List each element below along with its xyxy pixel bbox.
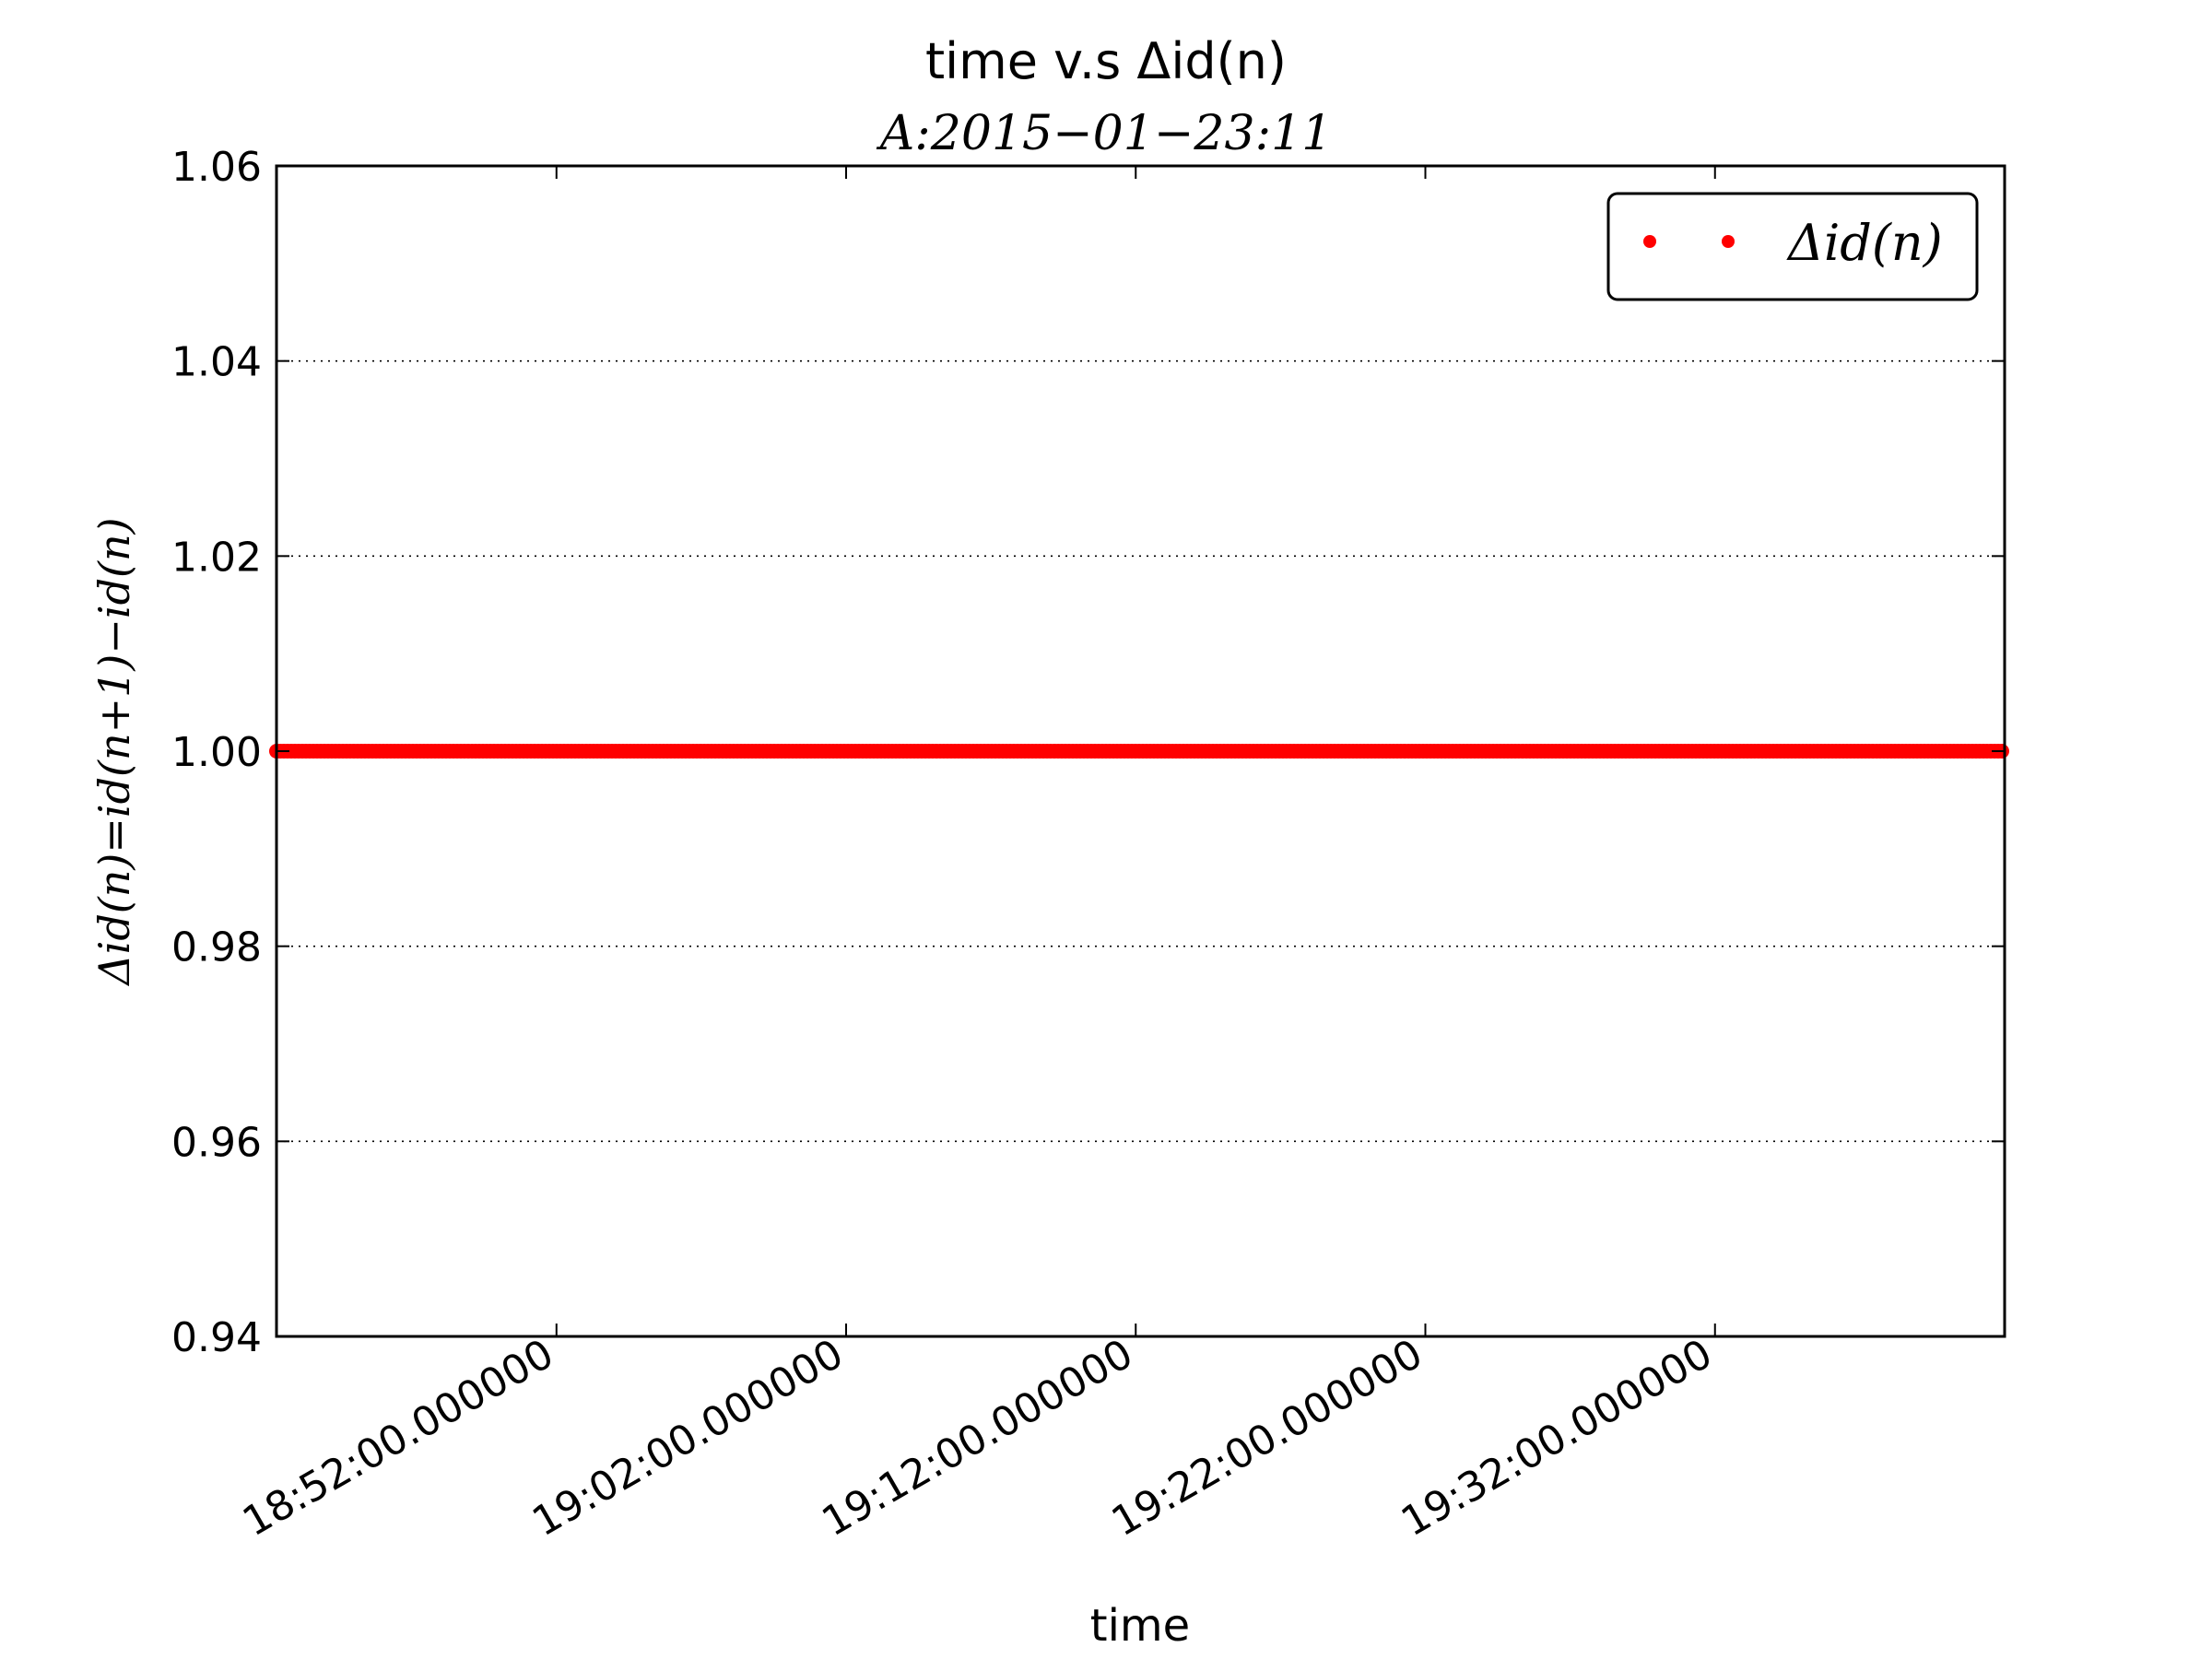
y-tick-label: 0.98 [171, 924, 262, 971]
x-tick-label: 19:22:00.000000 [1104, 1330, 1430, 1546]
y-tick-label: 0.94 [171, 1314, 262, 1361]
legend-marker [1722, 235, 1735, 248]
plot-area: 0.94 0.96 0.98 1.00 1.02 1.04 1.06 18:52:00.00… [171, 144, 2009, 1546]
y-tick-label: 1.00 [171, 729, 262, 776]
y-axis-ticks: 0.94 0.96 0.98 1.00 1.02 1.04 1.06 [171, 144, 2005, 1361]
chart-subtitle: A:2015−01−23:11 [877, 106, 1333, 161]
legend: Δid(n) [1606, 192, 1979, 301]
y-axis-label: Δid(n)=id(n+1)−id(n) [89, 517, 139, 986]
y-tick-label: 1.02 [171, 534, 262, 581]
y-tick-label: 0.96 [171, 1119, 262, 1166]
plot-frame [275, 164, 2006, 1338]
x-tick-label: 19:12:00.000000 [815, 1330, 1141, 1546]
y-tick-label: 1.04 [171, 339, 262, 386]
x-tick-label: 19:02:00.000000 [524, 1330, 851, 1546]
x-tick-label: 19:32:00.000000 [1394, 1330, 1720, 1546]
chart-title: time v.s Δid(n) [925, 32, 1287, 90]
x-axis-label: time [1090, 1600, 1190, 1652]
legend-marker [1643, 235, 1656, 248]
y-tick-label: 1.06 [171, 144, 262, 191]
x-tick-label: 18:52:00.000000 [235, 1330, 561, 1546]
legend-entry-label: Δid(n) [1786, 214, 1943, 272]
series-layer [269, 744, 2009, 759]
legend-box [1606, 192, 1979, 301]
